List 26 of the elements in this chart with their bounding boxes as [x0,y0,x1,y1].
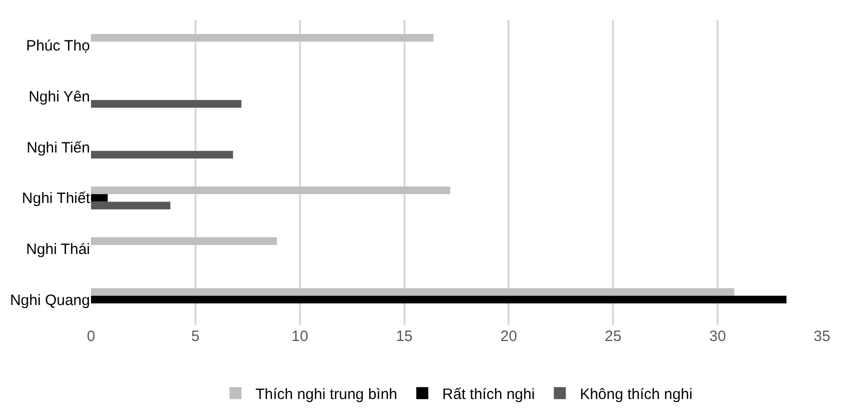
bar [91,194,108,202]
x-tick-label: 10 [292,328,308,345]
legend-label: Không thích nghi [580,386,692,403]
legend-label: Rất thích nghi [442,386,535,403]
bar [91,34,434,42]
bar [91,288,734,296]
x-tick-label: 15 [396,328,413,345]
y-tick-label: Nghi Quang [10,292,90,309]
x-tick-label: 25 [604,328,622,345]
x-tick-label: 0 [86,328,96,345]
legend-label: Thích nghi trung bình [256,386,398,403]
bar [91,296,786,304]
bar [91,186,450,194]
x-tick-label: 5 [191,328,200,345]
bar [91,202,170,210]
bar [91,150,234,159]
y-tick-label: Phúc Thọ [26,38,90,55]
y-tick-label: Nghi Thiết [22,190,91,208]
y-tick-label: Nghi Yên [28,88,90,106]
y-tick-label: Nghi Thái [26,241,90,258]
y-tick-label: Nghi Tiến [26,139,90,156]
bar [91,100,242,108]
x-tick-label: 30 [709,328,726,345]
x-tick-label: 35 [814,328,830,345]
x-tick-label: 20 [500,328,518,345]
bar [91,237,277,245]
